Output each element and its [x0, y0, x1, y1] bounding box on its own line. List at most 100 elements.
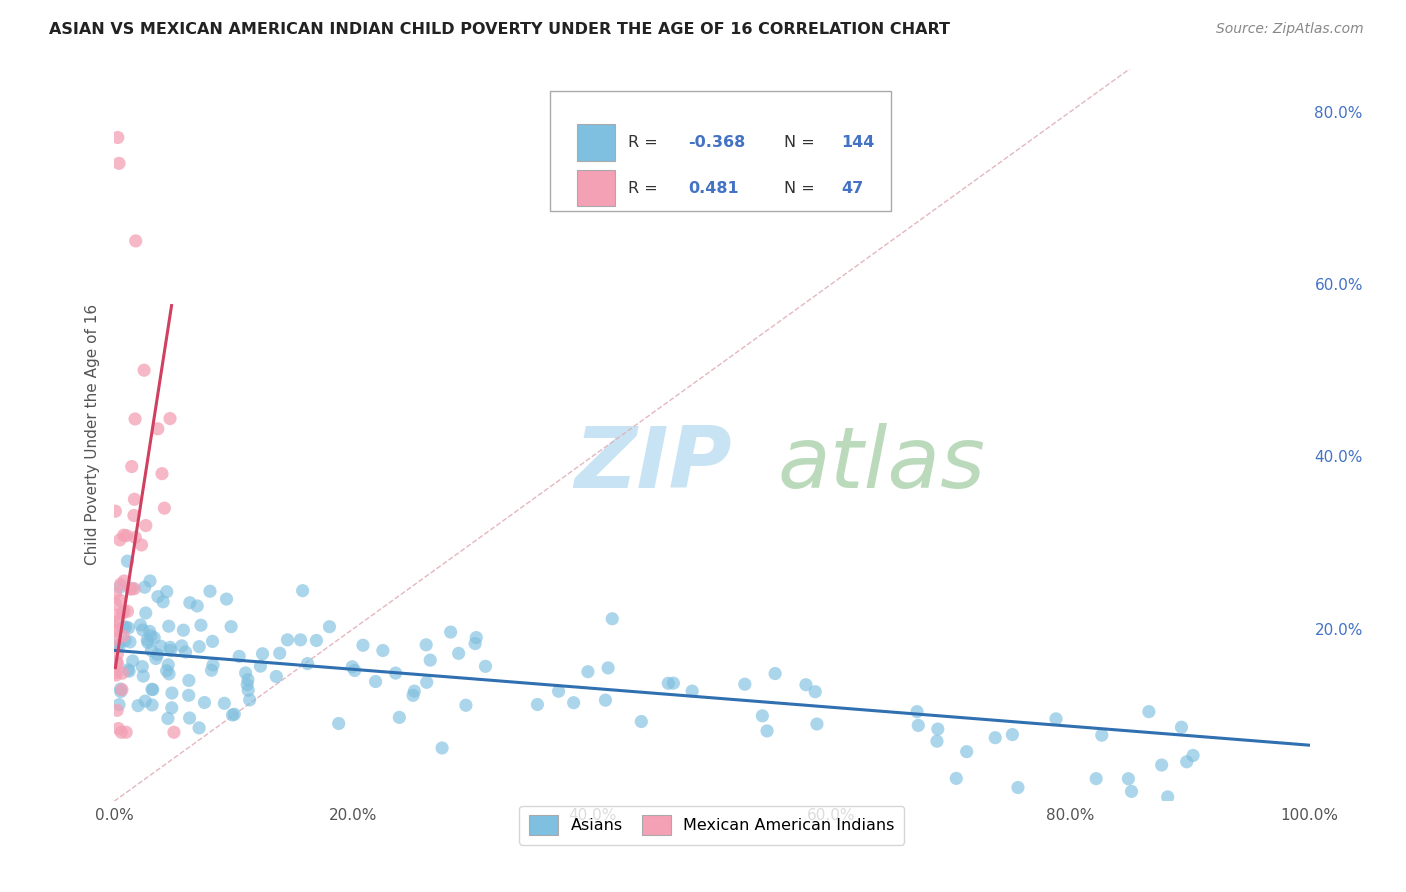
Point [129, 618, 152, 632]
Point [547, 684, 569, 698]
Point [170, 639, 193, 653]
Point [269, 646, 291, 660]
Point [146, 590, 169, 604]
Point [1045, 712, 1067, 726]
Point [662, 676, 685, 690]
Point [107, 615, 129, 629]
Point [131, 538, 153, 552]
Point [118, 635, 141, 649]
Point [751, 708, 773, 723]
Point [156, 584, 179, 599]
Point [172, 624, 194, 638]
Point [117, 621, 139, 635]
Point [112, 604, 135, 618]
Point [107, 130, 129, 145]
Point [122, 582, 145, 596]
Point [1085, 772, 1108, 786]
Point [159, 643, 181, 657]
Point [600, 612, 623, 626]
Point [145, 651, 167, 665]
Point [121, 582, 143, 596]
Point [1001, 728, 1024, 742]
Point [236, 673, 259, 687]
Point [404, 684, 426, 698]
Point [794, 678, 817, 692]
Point [945, 772, 967, 786]
Point [186, 599, 208, 613]
Point [105, 657, 128, 671]
Point [598, 661, 620, 675]
Point [402, 689, 425, 703]
Point [224, 707, 246, 722]
Point [122, 508, 145, 523]
Point [105, 703, 128, 717]
Point [290, 632, 312, 647]
Point [200, 663, 222, 677]
Point [112, 574, 135, 588]
Point [111, 682, 134, 697]
Text: N =: N = [783, 135, 820, 150]
Point [141, 698, 163, 712]
Text: 144: 144 [841, 135, 875, 150]
Point [179, 596, 201, 610]
Point [160, 701, 183, 715]
Point [1091, 728, 1114, 742]
Point [110, 684, 132, 698]
Point [104, 624, 127, 638]
Text: R =: R = [628, 181, 668, 195]
Point [153, 501, 176, 516]
Point [104, 586, 127, 600]
Point [956, 745, 979, 759]
Point [124, 530, 146, 544]
Point [228, 649, 250, 664]
Point [108, 580, 131, 594]
Point [430, 741, 453, 756]
Point [104, 621, 127, 635]
Point [193, 696, 215, 710]
Point [146, 648, 169, 662]
Text: N =: N = [783, 181, 820, 195]
Point [925, 734, 948, 748]
Point [156, 664, 179, 678]
Point [131, 659, 153, 673]
Point [297, 657, 319, 671]
Point [157, 666, 180, 681]
Point [135, 606, 157, 620]
Point [763, 666, 786, 681]
Point [127, 698, 149, 713]
Point [328, 716, 350, 731]
Point [134, 694, 156, 708]
Point [134, 580, 156, 594]
Point [107, 638, 129, 652]
Point [143, 631, 166, 645]
Point [318, 620, 340, 634]
Point [440, 625, 463, 640]
Point [384, 666, 406, 681]
Point [146, 422, 169, 436]
Point [219, 619, 242, 633]
Point [136, 635, 159, 649]
Point [110, 681, 132, 696]
Point [120, 582, 142, 597]
Point [416, 675, 439, 690]
Point [132, 363, 155, 377]
Point [104, 504, 127, 518]
Point [1157, 789, 1180, 804]
Point [371, 643, 394, 657]
Point [157, 619, 180, 633]
Point [104, 597, 127, 611]
Point [419, 653, 441, 667]
Point [117, 663, 139, 677]
Point [1150, 758, 1173, 772]
Text: -0.368: -0.368 [688, 135, 745, 150]
Point [179, 711, 201, 725]
Point [221, 708, 243, 723]
Point [190, 618, 212, 632]
Text: ZIP: ZIP [575, 423, 733, 506]
Point [105, 647, 128, 661]
Point [121, 654, 143, 668]
Point [110, 725, 132, 739]
Point [198, 584, 221, 599]
Point [342, 660, 364, 674]
Point [163, 725, 186, 739]
